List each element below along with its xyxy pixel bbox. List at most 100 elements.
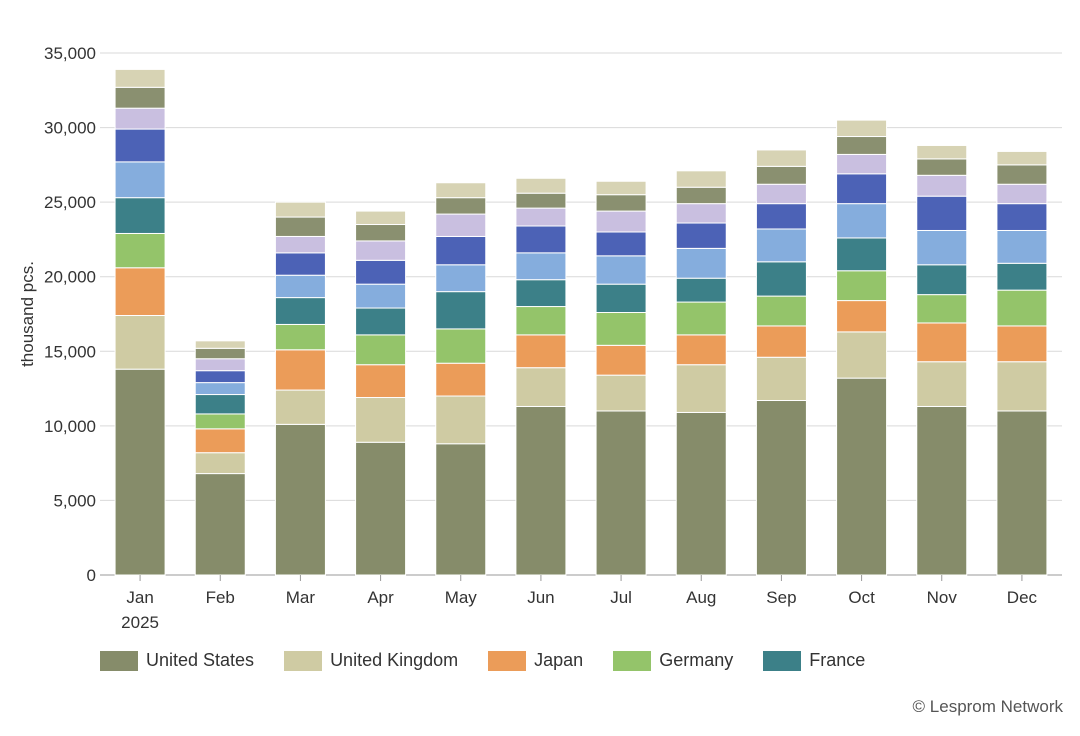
- bar-segment[interactable]: [515, 306, 567, 336]
- bar-segment[interactable]: [355, 364, 407, 399]
- bar-segment[interactable]: [435, 235, 487, 266]
- bar-segment[interactable]: [355, 259, 407, 285]
- bar-segment[interactable]: [274, 235, 326, 254]
- bar-segment[interactable]: [515, 367, 567, 407]
- bar-segment[interactable]: [595, 194, 647, 212]
- bar-segment[interactable]: [435, 443, 487, 576]
- bar-segment[interactable]: [435, 182, 487, 199]
- bar-segment[interactable]: [916, 229, 968, 266]
- bar-segment[interactable]: [194, 428, 246, 454]
- bar-segment[interactable]: [114, 128, 166, 163]
- bar-segment[interactable]: [755, 295, 807, 327]
- bar-segment[interactable]: [515, 405, 567, 576]
- bar-segment[interactable]: [836, 136, 888, 155]
- bar-segment[interactable]: [675, 301, 727, 336]
- bar-segment[interactable]: [435, 213, 487, 237]
- bar-segment[interactable]: [595, 374, 647, 412]
- bar-segment[interactable]: [194, 370, 246, 384]
- bar-segment[interactable]: [675, 277, 727, 303]
- bar-segment[interactable]: [916, 144, 968, 160]
- bar-segment[interactable]: [755, 149, 807, 167]
- bar-segment[interactable]: [274, 201, 326, 218]
- bar-segment[interactable]: [755, 165, 807, 185]
- bar-segment[interactable]: [595, 255, 647, 285]
- bar-segment[interactable]: [595, 283, 647, 314]
- bar-segment[interactable]: [194, 358, 246, 372]
- bar-segment[interactable]: [836, 203, 888, 239]
- bar-segment[interactable]: [114, 68, 166, 88]
- bar-segment[interactable]: [515, 279, 567, 308]
- bar-segment[interactable]: [515, 192, 567, 209]
- bar-segment[interactable]: [675, 203, 727, 224]
- bar-segment[interactable]: [194, 347, 246, 360]
- bar-segment[interactable]: [274, 323, 326, 351]
- bar-segment[interactable]: [836, 153, 888, 175]
- bar-segment[interactable]: [114, 314, 166, 370]
- bar-segment[interactable]: [755, 228, 807, 263]
- bar-segment[interactable]: [675, 334, 727, 366]
- bar-segment[interactable]: [755, 400, 807, 576]
- bar-segment[interactable]: [595, 344, 647, 376]
- bar-segment[interactable]: [836, 331, 888, 379]
- bar-segment[interactable]: [836, 173, 888, 205]
- bar-segment[interactable]: [675, 411, 727, 576]
- bar-segment[interactable]: [515, 177, 567, 194]
- bar-segment[interactable]: [355, 307, 407, 336]
- bar-segment[interactable]: [595, 231, 647, 257]
- bar-segment[interactable]: [114, 197, 166, 234]
- bar-segment[interactable]: [675, 186, 727, 205]
- bar-segment[interactable]: [595, 410, 647, 576]
- legend-item-united-states[interactable]: United States: [100, 650, 254, 671]
- bar-segment[interactable]: [355, 334, 407, 366]
- bar-segment[interactable]: [194, 413, 246, 430]
- bar-segment[interactable]: [435, 328, 487, 364]
- bar-segment[interactable]: [916, 405, 968, 576]
- bar-segment[interactable]: [675, 247, 727, 279]
- bar-segment[interactable]: [996, 289, 1048, 327]
- bar-segment[interactable]: [435, 264, 487, 293]
- bar-segment[interactable]: [996, 150, 1048, 166]
- bar-segment[interactable]: [996, 164, 1048, 185]
- bar-segment[interactable]: [916, 322, 968, 363]
- bar-segment[interactable]: [755, 356, 807, 402]
- bar-segment[interactable]: [435, 197, 487, 215]
- bar-segment[interactable]: [114, 368, 166, 576]
- bar-segment[interactable]: [515, 252, 567, 281]
- bar-segment[interactable]: [996, 361, 1048, 412]
- bar-segment[interactable]: [836, 377, 888, 576]
- bar-segment[interactable]: [755, 261, 807, 297]
- bar-segment[interactable]: [996, 203, 1048, 231]
- bar-segment[interactable]: [916, 264, 968, 296]
- legend-item-germany[interactable]: Germany: [613, 650, 733, 671]
- bar-segment[interactable]: [274, 423, 326, 576]
- bar-segment[interactable]: [435, 395, 487, 445]
- bar-segment[interactable]: [274, 252, 326, 276]
- bar-segment[interactable]: [355, 283, 407, 309]
- legend-item-france[interactable]: France: [763, 650, 865, 671]
- legend-item-japan[interactable]: Japan: [488, 650, 583, 671]
- bar-segment[interactable]: [755, 203, 807, 230]
- bar-segment[interactable]: [595, 312, 647, 346]
- bar-segment[interactable]: [114, 161, 166, 199]
- bar-segment[interactable]: [836, 300, 888, 333]
- bar-segment[interactable]: [996, 183, 1048, 205]
- bar-segment[interactable]: [274, 297, 326, 325]
- bar-segment[interactable]: [194, 394, 246, 415]
- bar-segment[interactable]: [515, 334, 567, 369]
- bar-segment[interactable]: [114, 267, 166, 316]
- bar-segment[interactable]: [114, 232, 166, 269]
- bar-segment[interactable]: [274, 349, 326, 391]
- bar-segment[interactable]: [194, 340, 246, 349]
- bar-segment[interactable]: [515, 207, 567, 227]
- bar-segment[interactable]: [114, 107, 166, 130]
- bar-segment[interactable]: [836, 270, 888, 302]
- bar-segment[interactable]: [916, 195, 968, 231]
- bar-segment[interactable]: [675, 170, 727, 188]
- bar-segment[interactable]: [595, 210, 647, 233]
- legend-item-united-kingdom[interactable]: United Kingdom: [284, 650, 458, 671]
- bar-segment[interactable]: [274, 274, 326, 299]
- bar-segment[interactable]: [194, 382, 246, 396]
- bar-segment[interactable]: [435, 291, 487, 330]
- bar-segment[interactable]: [836, 237, 888, 272]
- bar-segment[interactable]: [194, 452, 246, 475]
